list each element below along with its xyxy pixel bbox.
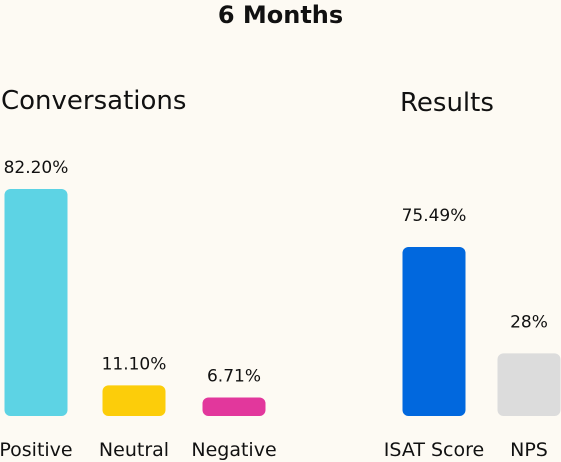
category-label-nps: NPS bbox=[510, 439, 548, 461]
value-label-nps: 28% bbox=[510, 312, 548, 332]
conversations-chart-title: Conversations bbox=[1, 86, 187, 116]
bar-isat-score bbox=[402, 247, 466, 416]
bar-nps bbox=[497, 353, 561, 416]
bar-neutral bbox=[102, 385, 166, 416]
category-label-isat-score: ISAT Score bbox=[384, 439, 484, 461]
category-label-positive: Positive bbox=[0, 439, 73, 461]
value-label-negative: 6.71% bbox=[207, 366, 261, 386]
results-chart-title: Results bbox=[400, 88, 494, 118]
value-label-neutral: 11.10% bbox=[102, 354, 167, 374]
bar-positive bbox=[4, 189, 68, 416]
category-label-neutral: Neutral bbox=[99, 439, 169, 461]
bar-negative bbox=[202, 397, 266, 416]
value-label-isat-score: 75.49% bbox=[402, 206, 467, 226]
value-label-positive: 82.20% bbox=[4, 158, 69, 178]
chart-main-title: 6 Months bbox=[217, 1, 344, 29]
category-label-negative: Negative bbox=[191, 439, 276, 461]
